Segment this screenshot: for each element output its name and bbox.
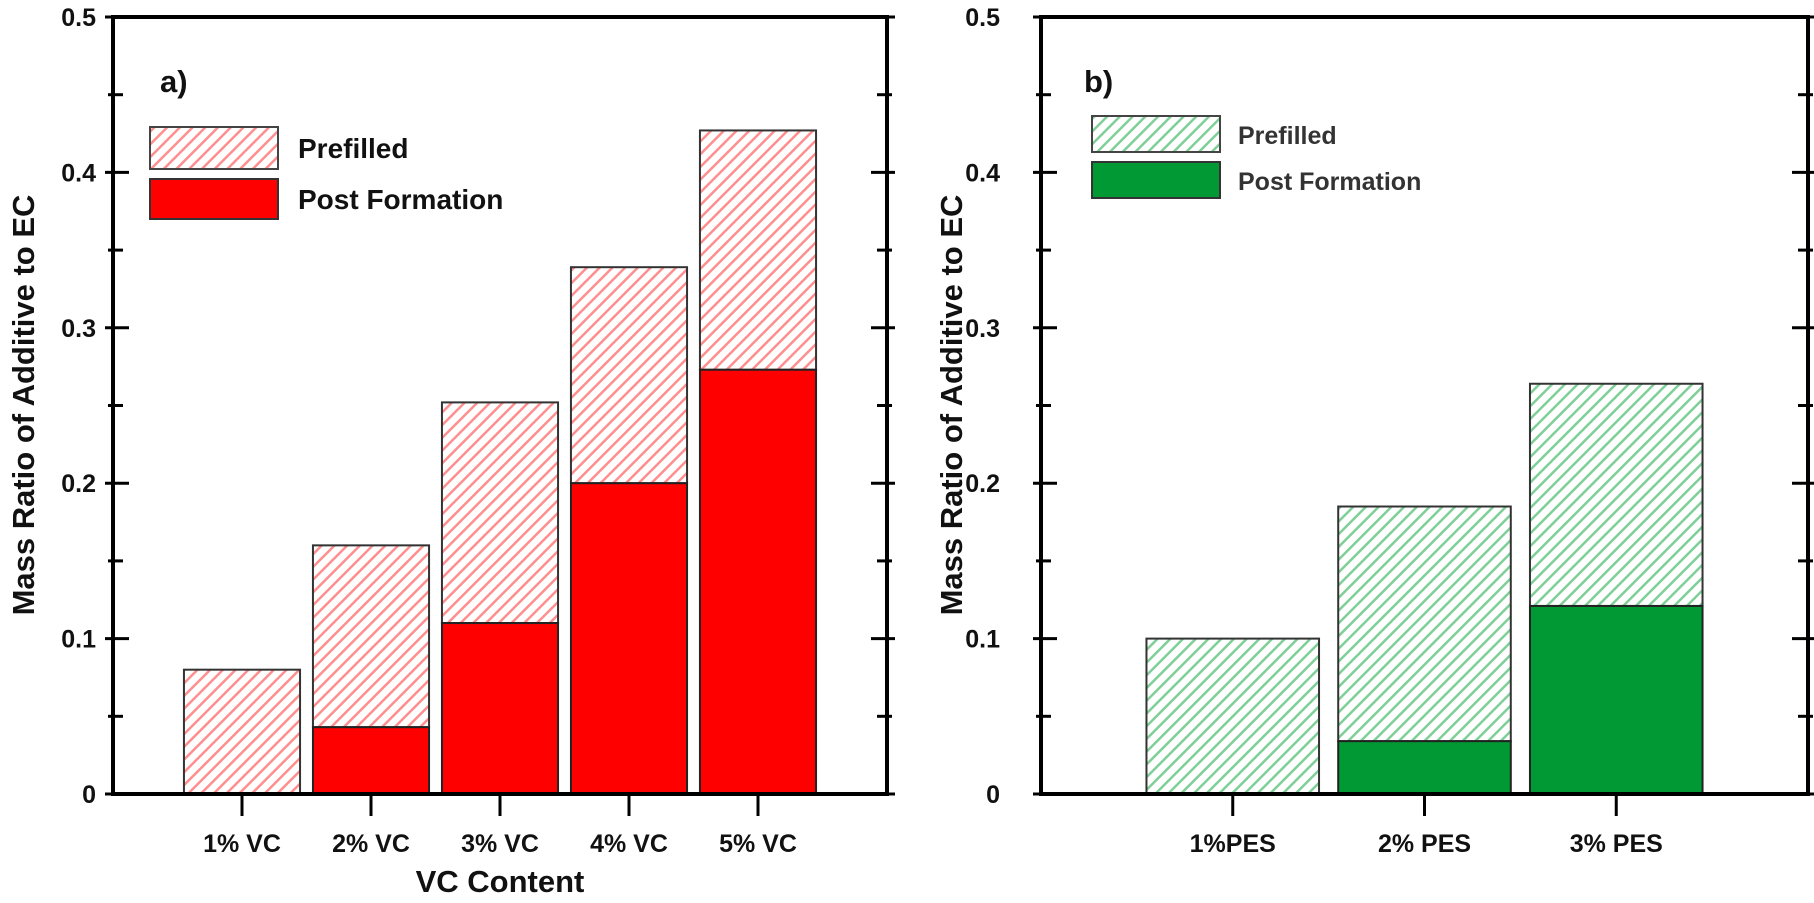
legend-label-post-formation: Post Formation — [1238, 168, 1421, 196]
y-tick-label: 0.4 — [61, 159, 96, 187]
x-tick-label: 3% VC — [461, 830, 539, 858]
y-tick-label: 0.3 — [61, 315, 96, 343]
bar-prefilled — [698, 129, 818, 371]
panel-b: 1%PES 2% PES 3% PES 0 0.1 0.2 0.3 0.4 0.5 Mass Ra… — [934, 4, 1814, 858]
legend-label-post-formation: Post Formation — [298, 184, 503, 215]
bar-post-formation — [698, 368, 818, 795]
y-tick-label: 0.2 — [61, 470, 96, 498]
bar-post-formation — [311, 726, 431, 795]
bar-post-formation — [440, 622, 560, 795]
panel-label: a) — [160, 64, 188, 99]
y-tick-label: 0.1 — [965, 626, 1000, 654]
x-tick-label: 4% VC — [590, 830, 668, 858]
x-axis-label: VC Content — [416, 864, 585, 899]
panel-label: b) — [1084, 64, 1113, 99]
legend-label-prefilled: Prefilled — [1238, 122, 1337, 150]
bar-prefilled — [569, 266, 689, 485]
legend-swatch-prefilled — [1091, 115, 1221, 153]
legend-swatch-post-formation — [149, 178, 279, 220]
x-tick-label: 2% PES — [1378, 830, 1471, 858]
y-tick-label: 0.4 — [965, 159, 1000, 187]
x-tick-label: 1% VC — [203, 830, 281, 858]
y-tick-label: 0.5 — [61, 4, 96, 32]
legend-swatch-post-formation — [1091, 161, 1221, 199]
bar-prefilled — [1337, 505, 1512, 743]
bar-prefilled — [182, 668, 302, 795]
y-axis-label: Mass Ratio of Additive to EC — [6, 195, 41, 616]
x-tick-label: 5% VC — [719, 830, 797, 858]
bar-prefilled — [311, 544, 431, 729]
bar-prefilled — [1145, 637, 1321, 795]
bar-post-formation — [1528, 604, 1704, 795]
legend-label-prefilled: Prefilled — [298, 133, 408, 164]
y-tick-label: 0.5 — [965, 4, 1000, 32]
bar-prefilled — [440, 401, 560, 625]
bar-post-formation — [1337, 740, 1512, 795]
y-tick-label: 0.1 — [61, 626, 96, 654]
y-tick-label: 0.2 — [965, 470, 1000, 498]
y-tick-label: 0.3 — [965, 315, 1000, 343]
bar-post-formation — [569, 482, 689, 795]
y-tick-label: 0 — [986, 781, 1000, 809]
bar-prefilled — [1528, 382, 1704, 607]
x-tick-label: 1%PES — [1190, 830, 1276, 858]
y-tick-label: 0 — [82, 781, 96, 809]
x-tick-label: 3% PES — [1570, 830, 1663, 858]
legend-swatch-prefilled — [149, 126, 279, 170]
y-axis-label: Mass Ratio of Additive to EC — [934, 195, 969, 616]
x-tick-label: 2% VC — [332, 830, 410, 858]
panel-a: 1% VC 2% VC 3% VC 4% VC 5% VC 0 0.1 0.2 0.3 0.4 0.… — [6, 4, 895, 899]
